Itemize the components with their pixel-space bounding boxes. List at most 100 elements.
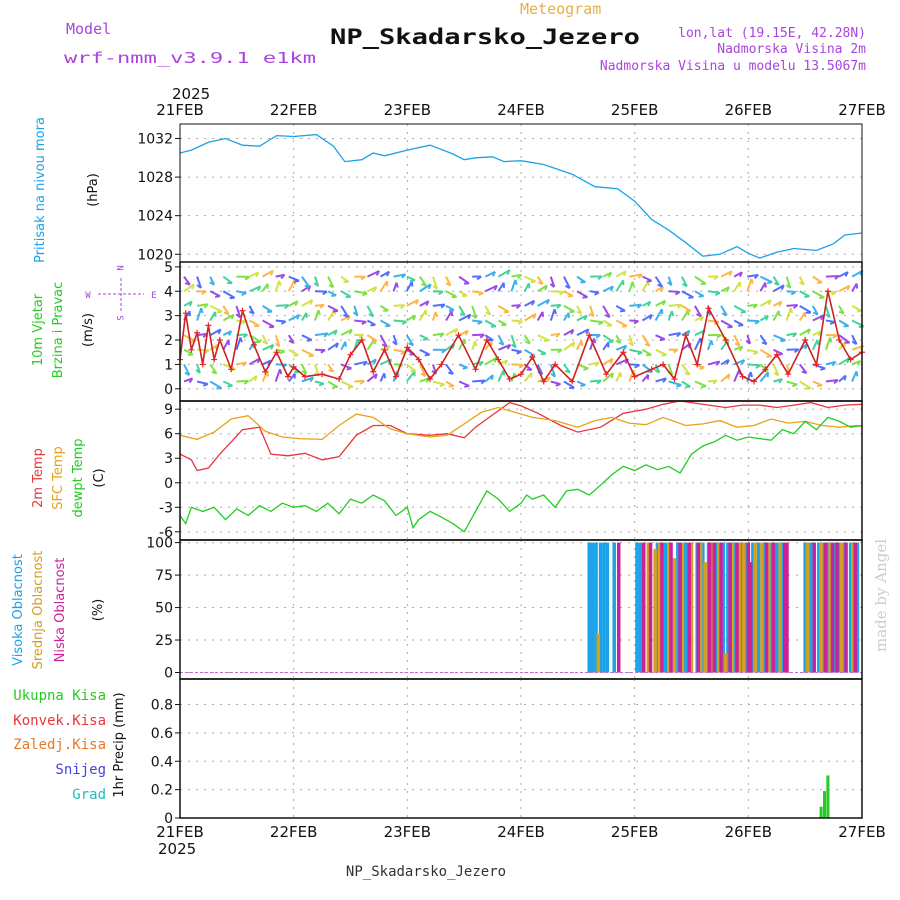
wind-vector xyxy=(510,334,517,348)
wind-vector xyxy=(668,303,682,307)
bar-mid_cloud xyxy=(689,542,694,673)
wind-vector xyxy=(655,348,667,356)
bar-high_cloud xyxy=(842,542,846,673)
wind-vector-head xyxy=(714,291,721,296)
wind-vector xyxy=(629,348,643,354)
wind-vector-head xyxy=(745,339,751,345)
wind-vector-head xyxy=(725,359,730,365)
panel-pressure: 1020 1024 1028 1032 xyxy=(137,123,863,263)
wind-vector-head xyxy=(241,292,247,296)
wind-vector-head xyxy=(804,295,810,298)
wind-vector xyxy=(405,334,415,346)
panel-wind: 0 1 2 3 4 5 xyxy=(164,260,865,402)
wind-vector-head xyxy=(858,325,864,329)
footer-station: NP_Skadarsko_Jezero xyxy=(346,864,506,880)
wind-vector xyxy=(288,313,300,322)
wind-vector xyxy=(484,270,496,278)
panel-frame xyxy=(179,678,863,819)
wind-vector-head xyxy=(203,303,209,309)
wind-vector xyxy=(694,275,707,285)
wind-vector-head xyxy=(550,372,556,378)
wind-vector-head xyxy=(571,341,576,348)
wind-vector-head xyxy=(622,270,627,277)
wind-vector-head xyxy=(304,284,310,289)
wind-vector-head xyxy=(752,303,758,309)
wind-vector-head xyxy=(549,283,555,288)
wind-vector-head xyxy=(716,334,722,339)
wind-vector-head xyxy=(609,285,614,292)
legend-hail: Grad xyxy=(72,787,106,803)
wind-vector-head xyxy=(778,301,783,307)
wind-vector xyxy=(524,313,537,322)
wind-vector xyxy=(720,319,733,328)
wind-speed-point xyxy=(518,371,524,378)
wind-vector-head xyxy=(734,342,741,347)
bar-high_cloud xyxy=(848,542,853,673)
wind-vector-head xyxy=(328,369,334,373)
wind-vector xyxy=(812,363,826,370)
bar-high_cloud xyxy=(587,542,591,673)
wind-ylabel-1: 10m Vjetar xyxy=(31,293,46,366)
y-tick-label: 50 xyxy=(155,601,173,617)
wind-unit: (m/s) xyxy=(81,313,96,347)
wind-vector-head xyxy=(301,370,307,375)
bar-high_cloud xyxy=(635,542,639,673)
bar-high_cloud xyxy=(821,542,826,673)
wind-vector-head xyxy=(607,272,613,278)
wind-vector-head xyxy=(530,280,536,284)
wind-vector-head xyxy=(493,285,498,291)
wind-vector-head xyxy=(662,300,667,306)
wind-vector-head xyxy=(615,339,621,345)
wind-speed-point xyxy=(347,351,354,358)
wind-vector-head xyxy=(851,340,858,345)
wind-vector-head xyxy=(196,284,202,289)
wind-speed-point xyxy=(239,307,246,314)
wind-vector xyxy=(301,299,313,307)
wind-vector-head xyxy=(556,304,562,309)
temp-axis-label: 2m Temp SFC Temp dewpt Temp (C) xyxy=(31,438,107,517)
wind-speed-point xyxy=(682,332,689,339)
bar-mid_cloud xyxy=(753,542,757,673)
wind-vector-head xyxy=(506,269,511,276)
y-tick-label: 4 xyxy=(164,284,173,300)
wind-speed-point xyxy=(211,356,218,363)
wind-vector xyxy=(694,305,702,317)
wind-vector xyxy=(733,281,741,292)
wind-vector-head xyxy=(464,384,470,388)
wind-vector xyxy=(458,305,466,316)
wind-vector xyxy=(629,273,643,278)
x-tick-bottom-27feb: 27FEB xyxy=(838,823,885,841)
sfc-temp-ylabel: SFC Temp xyxy=(51,446,66,510)
bar-mid_cloud xyxy=(653,549,657,673)
wind-vector xyxy=(628,334,634,346)
wind-vector xyxy=(432,380,445,386)
wind-vector-head xyxy=(855,371,859,377)
bar-mid_cloud xyxy=(667,542,671,673)
wind-vector-head xyxy=(362,292,368,297)
wind-vector-head xyxy=(328,284,334,289)
cloud-axis-label: Visoka Oblacnost Srednja Oblacnost Niska… xyxy=(11,551,106,670)
wind-vector-head xyxy=(688,296,694,299)
wind-vector xyxy=(419,348,431,356)
wind-axis-label: 10m Vjetar Brzina i Pravac (m/s) N S W E xyxy=(31,265,157,378)
wind-vector-head xyxy=(422,338,429,341)
wind-speed-point xyxy=(751,378,758,385)
wind-vector xyxy=(235,305,242,318)
wind-vector-head xyxy=(555,383,561,387)
bar-high_cloud xyxy=(726,542,730,673)
wind-speed-point xyxy=(785,371,792,378)
wind-vector-head xyxy=(594,291,600,296)
wind-vector-head xyxy=(817,330,822,337)
wind-vector-head xyxy=(790,291,797,296)
temp-unit: (C) xyxy=(92,468,107,487)
bar-mid_cloud xyxy=(828,542,832,673)
wind-vector xyxy=(811,339,819,351)
wind-vector xyxy=(196,276,202,289)
wind-vector-head xyxy=(239,337,243,343)
wind-vector-head xyxy=(780,284,785,291)
wind-speed-point xyxy=(358,337,365,344)
bar-low_cloud xyxy=(844,542,848,673)
wind-vector xyxy=(288,348,299,357)
wind-vector-head xyxy=(598,321,604,326)
wind-vector-head xyxy=(346,367,352,371)
